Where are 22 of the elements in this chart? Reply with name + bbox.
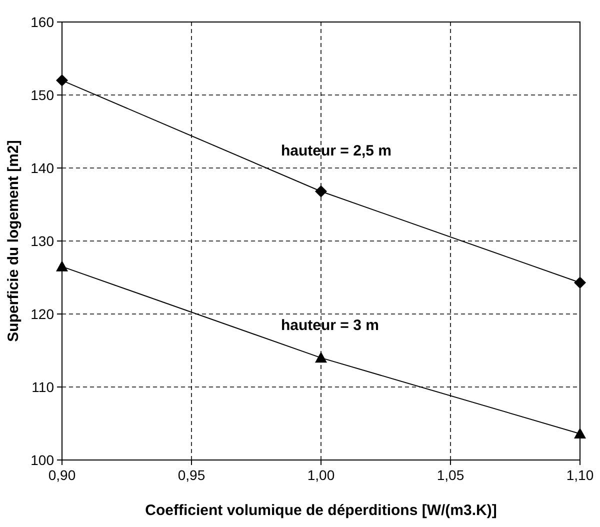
y-tick-label: 130 [30,233,54,249]
series-label: hauteur = 3 m [281,316,379,334]
point [574,428,586,439]
y-tick-label: 120 [30,306,54,322]
y-tick-label: 110 [32,379,54,395]
y-axis-title: Superficie du logement [m2] [5,140,22,342]
series-label: hauteur = 2,5 m [281,142,392,160]
y-tick-label: 140 [30,160,54,176]
point [574,276,586,289]
x-tick-label: 1,00 [307,467,335,483]
y-tick-label: 150 [30,87,54,103]
point [56,74,68,86]
x-tick-label: 0,95 [178,467,206,483]
point [315,185,327,198]
y-tick-label: 160 [30,14,54,30]
x-tick-label: 1,05 [436,467,464,483]
x-axis-title: Coefficient volumique de déperditions [W/(m3.K)] [145,502,497,519]
point [315,352,327,363]
y-tick-label: 100 [30,452,54,468]
point [56,260,68,272]
x-tick-label: 0,90 [48,467,76,483]
x-tick-label: 1,10 [566,467,594,483]
